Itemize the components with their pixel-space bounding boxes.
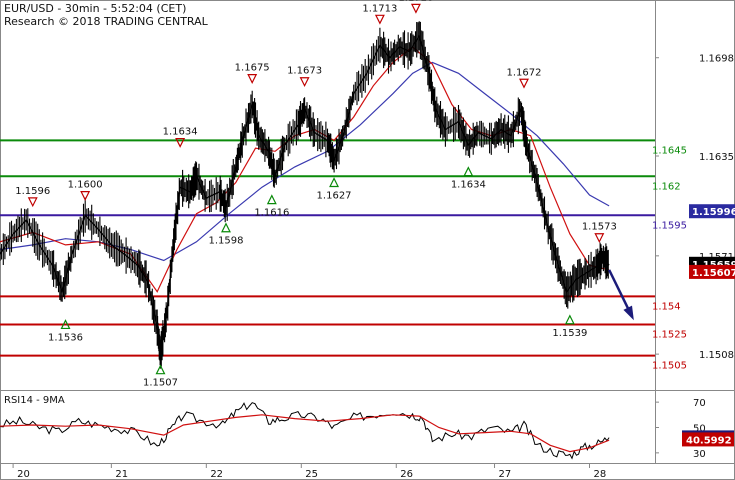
series-rsi-ma bbox=[0, 414, 610, 453]
x-tick-label: 27 bbox=[499, 469, 512, 480]
x-tick-label: 22 bbox=[210, 469, 223, 480]
x-tick-label: 21 bbox=[115, 469, 128, 480]
trough-marker bbox=[155, 364, 166, 375]
trough-marker bbox=[60, 319, 71, 330]
peak-label: 1.1673 bbox=[287, 66, 322, 77]
x-tick-label: 25 bbox=[305, 469, 318, 480]
level-label-resistance: 1.162 bbox=[652, 181, 681, 192]
x-tick-label: 26 bbox=[400, 469, 413, 480]
level-label-support: 1.1525 bbox=[652, 329, 687, 340]
chart-copyright: Research © 2018 TRADING CENTRAL bbox=[4, 15, 208, 28]
rsi-tick-label: 30 bbox=[693, 449, 706, 460]
level-label-support: 1.1505 bbox=[652, 361, 687, 372]
peak-label: 1.1720 bbox=[398, 0, 433, 3]
trough-marker bbox=[266, 194, 277, 205]
level-label-pivot: 1.1595 bbox=[652, 220, 687, 231]
peak-label: 1.1713 bbox=[362, 3, 397, 14]
rsi-tag-label: 40.5992 bbox=[686, 435, 732, 446]
trough-marker bbox=[329, 177, 340, 188]
rsi-title: RSI14 - 9MA bbox=[4, 395, 65, 406]
series-fast-ma bbox=[0, 46, 610, 293]
projection-arrow-head bbox=[623, 305, 634, 321]
peak-marker bbox=[519, 78, 529, 89]
level-label-resistance: 1.1645 bbox=[652, 145, 687, 156]
trough-label: 1.1539 bbox=[552, 328, 587, 339]
rsi-tag bbox=[682, 432, 734, 447]
series-rsi bbox=[0, 402, 610, 460]
price-tag-label: 1.15996 bbox=[692, 207, 735, 218]
peak-label: 1.1675 bbox=[235, 63, 270, 74]
trough-label: 1.1507 bbox=[143, 378, 178, 389]
trough-label: 1.1598 bbox=[208, 236, 243, 247]
trough-label: 1.1616 bbox=[254, 208, 289, 219]
peak-label: 1.1634 bbox=[163, 127, 198, 138]
peak-marker bbox=[374, 14, 385, 25]
trough-label: 1.1634 bbox=[451, 180, 486, 191]
peak-marker bbox=[80, 191, 91, 201]
x-tick-label: 20 bbox=[17, 469, 30, 480]
y-tick-label: 1.1508 bbox=[699, 350, 734, 361]
peak-label: 1.1600 bbox=[68, 180, 103, 191]
peak-marker bbox=[594, 233, 605, 244]
trough-marker bbox=[463, 166, 474, 177]
series-price-line bbox=[0, 34, 610, 355]
peak-label: 1.1596 bbox=[15, 186, 50, 197]
rsi-tick-label: 70 bbox=[693, 398, 706, 409]
peak-marker bbox=[299, 77, 310, 88]
rsi-tick-label: 50 bbox=[693, 424, 706, 435]
y-tick-label: 1.1698 bbox=[699, 54, 734, 65]
peak-label: 1.1672 bbox=[507, 67, 542, 78]
x-tick-label: 28 bbox=[594, 469, 607, 480]
trough-label: 1.1536 bbox=[48, 332, 83, 343]
price-tag bbox=[689, 204, 735, 219]
level-label-support: 1.154 bbox=[652, 301, 681, 312]
peak-marker bbox=[27, 197, 38, 208]
chart-title: EUR/USD - 30min - 5:52:04 (CET) bbox=[4, 2, 187, 15]
trough-label: 1.1627 bbox=[317, 190, 352, 201]
price-tag bbox=[689, 264, 735, 279]
price-tag-label: 1.15607 bbox=[692, 268, 735, 279]
peak-marker bbox=[247, 73, 258, 84]
y-tick-label: 1.1635 bbox=[699, 152, 734, 163]
peak-marker bbox=[175, 137, 186, 148]
trough-marker bbox=[221, 222, 231, 233]
trough-marker bbox=[564, 314, 575, 325]
peak-label: 1.1573 bbox=[582, 222, 617, 233]
peak-marker bbox=[410, 3, 421, 14]
